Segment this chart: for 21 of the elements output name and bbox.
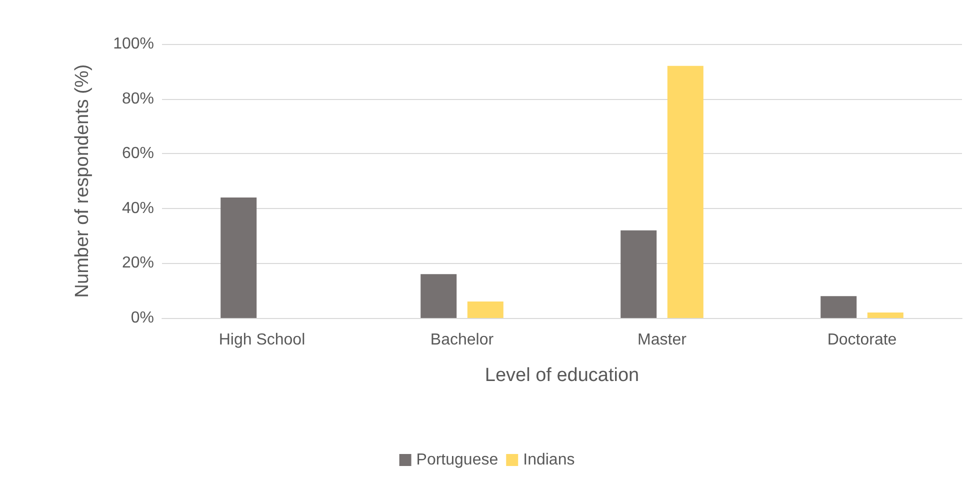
bar bbox=[220, 197, 257, 318]
x-tick-label: Doctorate bbox=[827, 332, 897, 348]
y-axis-title: Number of respondents (%) bbox=[72, 64, 93, 298]
x-tick-label: High School bbox=[218, 332, 306, 348]
bar bbox=[820, 296, 857, 318]
y-tick-label: 80% bbox=[122, 90, 154, 108]
legend-label: Portuguese bbox=[416, 452, 498, 468]
x-tick-label: Bachelor bbox=[430, 332, 494, 348]
y-tick-label: 0% bbox=[130, 310, 154, 326]
x-axis-title: Level of education bbox=[484, 365, 640, 386]
y-tick-label: 40% bbox=[122, 200, 154, 217]
legend-label: Indians bbox=[523, 452, 575, 468]
y-tick-label: 60% bbox=[122, 145, 154, 162]
y-tick-label: 100% bbox=[113, 36, 154, 52]
bar bbox=[620, 230, 657, 318]
y-tick-label: 20% bbox=[122, 254, 154, 272]
bar bbox=[867, 312, 904, 318]
x-tick-label: Master bbox=[638, 332, 688, 348]
bar bbox=[667, 66, 704, 318]
bar bbox=[467, 302, 504, 318]
bar bbox=[420, 274, 457, 318]
